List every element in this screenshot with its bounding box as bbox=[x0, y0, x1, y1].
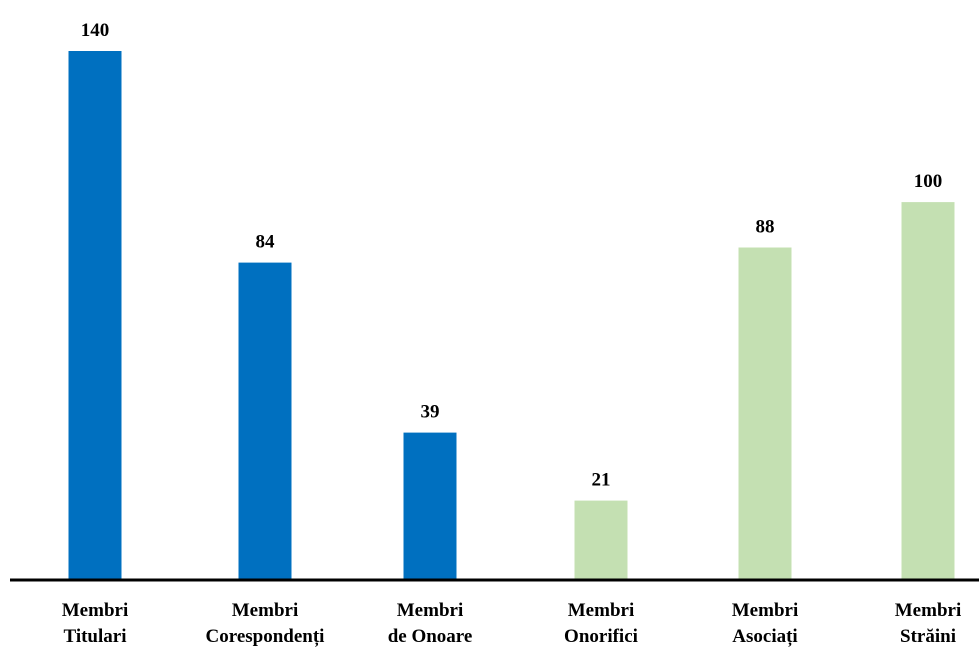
category-label-0-line-0: Membri bbox=[62, 600, 128, 621]
category-label-0: Membri Titulari bbox=[62, 600, 128, 647]
category-label-4-line-0: Membri bbox=[732, 600, 798, 621]
category-label-1-line-1: Corespondenți bbox=[206, 626, 325, 647]
value-label-5: 100 bbox=[914, 171, 943, 192]
value-label-3: 21 bbox=[592, 470, 611, 491]
category-label-2: Membri de Onoare bbox=[388, 600, 473, 647]
category-label-2-line-0: Membri bbox=[397, 600, 463, 621]
category-label-4-line-1: Asociați bbox=[732, 626, 797, 647]
value-label-1: 84 bbox=[256, 232, 276, 253]
bar-3 bbox=[574, 500, 628, 580]
bar-2 bbox=[403, 432, 457, 580]
category-label-3: Membri Onorifici bbox=[564, 600, 638, 647]
value-labels-group: 140 84 39 21 88 100 bbox=[81, 20, 943, 491]
category-label-3-line-0: Membri bbox=[568, 600, 634, 621]
category-label-1: Membri Corespondenți bbox=[206, 600, 325, 647]
category-label-4: Membri Asociați bbox=[732, 600, 798, 647]
category-label-3-line-1: Onorifici bbox=[564, 626, 638, 647]
category-label-1-line-0: Membri bbox=[232, 600, 298, 621]
bar-4 bbox=[738, 247, 792, 580]
category-label-5-line-1: Străini bbox=[900, 626, 956, 647]
bar-1 bbox=[238, 262, 292, 580]
bar-5 bbox=[901, 202, 955, 580]
category-label-0-line-1: Titulari bbox=[64, 626, 127, 647]
value-label-4: 88 bbox=[756, 217, 775, 238]
value-label-0: 140 bbox=[81, 20, 110, 41]
value-label-2: 39 bbox=[421, 402, 440, 423]
category-label-2-line-1: de Onoare bbox=[388, 626, 473, 647]
category-labels-group: Membri Titulari Membri Corespondenți Membri d… bbox=[62, 600, 961, 647]
bars-group bbox=[68, 51, 955, 580]
category-label-5-line-0: Membri bbox=[895, 600, 961, 621]
category-label-5: Membri Străini bbox=[895, 600, 961, 647]
bar-0 bbox=[68, 51, 122, 580]
